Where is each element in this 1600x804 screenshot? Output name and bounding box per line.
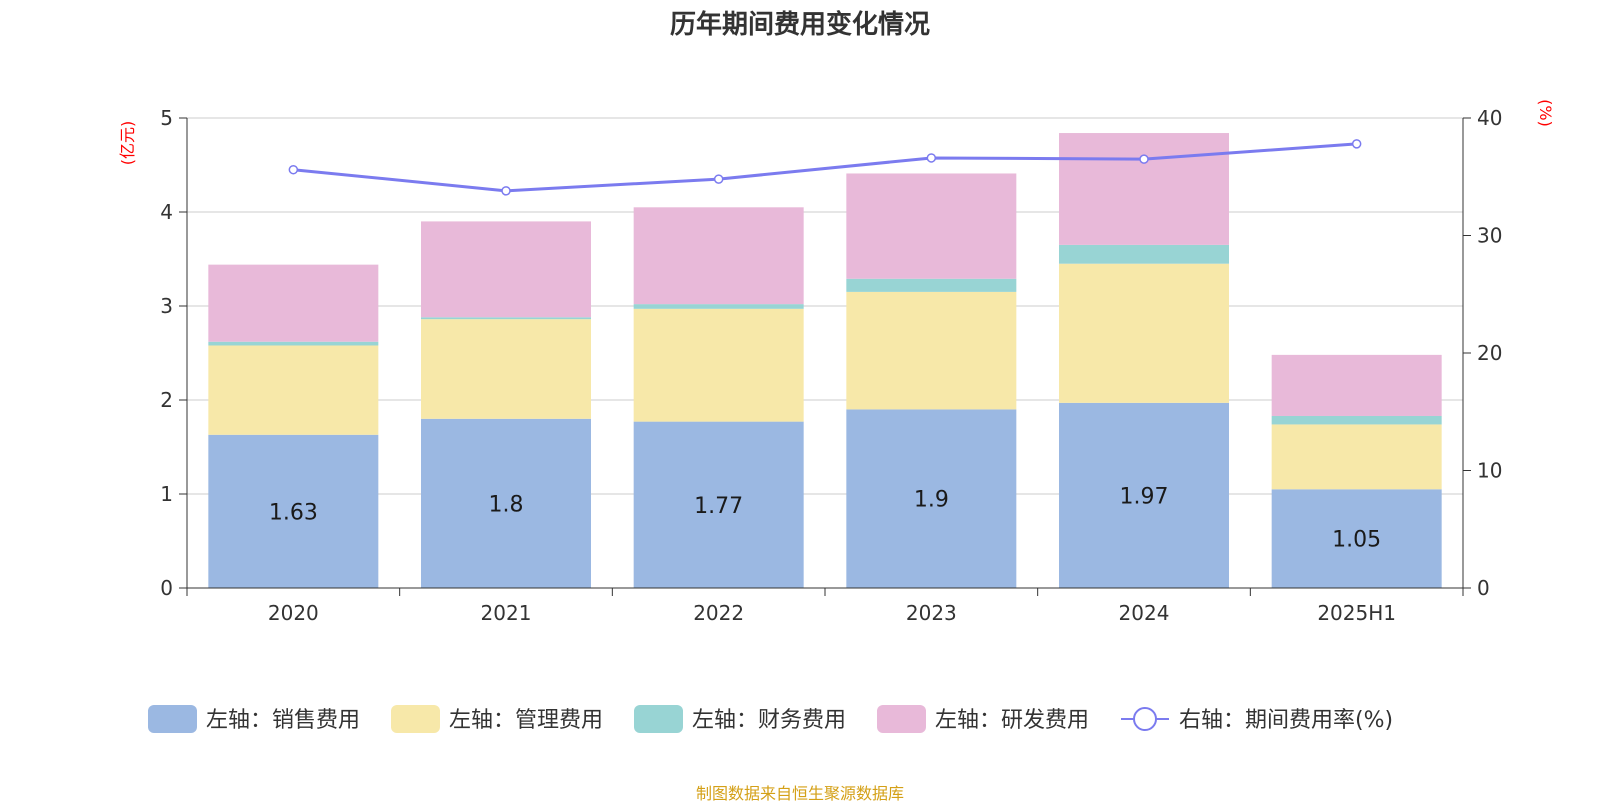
legend-label-rd: 左轴：研发费用 <box>935 708 1089 733</box>
bar-finance <box>208 341 379 346</box>
bar-rd <box>1059 133 1229 245</box>
left-tick-label: 4 <box>160 200 173 224</box>
bar-rd <box>1271 354 1442 416</box>
legend-label-rate: 右轴：期间费用率(%) <box>1179 708 1393 733</box>
right-tick-label: 30 <box>1477 224 1502 248</box>
data-label-sales: 1.97 <box>1120 484 1169 509</box>
legend-swatch-admin <box>391 705 440 733</box>
data-labels: 1.63 1.8 1.77 1.9 1.97 1.05 <box>269 484 1381 552</box>
source-note: 制图数据来自恒生聚源数据库 <box>695 784 904 803</box>
rate-point <box>926 153 937 163</box>
left-tick-label: 0 <box>160 576 173 600</box>
x-tick-label: 2024 <box>1119 601 1170 625</box>
bar-finance <box>846 278 1017 292</box>
bar-admin <box>633 308 804 422</box>
rate-line-path <box>293 142 1357 193</box>
stacked-bars <box>208 133 1442 588</box>
legend-swatch-finance <box>634 705 683 733</box>
bar-sales <box>1059 402 1229 588</box>
rate-point <box>1351 139 1362 149</box>
rate-line <box>288 139 1362 196</box>
x-tick-label: 2022 <box>693 601 744 625</box>
bar-sales <box>633 421 804 588</box>
x-tick-label: 2020 <box>268 601 319 625</box>
bar-sales <box>208 434 379 588</box>
chart-title: 历年期间费用变化情况 <box>669 10 930 40</box>
right-tick-label: 10 <box>1477 459 1502 483</box>
legend-swatch-marker <box>1133 707 1157 731</box>
legend-swatch-sales <box>148 705 197 733</box>
axes: 0 1 2 3 4 5 0 10 20 30 40 (亿元) (%) 2020 2021 2022 2023 20… <box>118 99 1555 625</box>
bar-sales <box>846 409 1017 588</box>
bar-admin <box>421 319 591 419</box>
right-axis-unit: (%) <box>1536 99 1555 127</box>
rate-point <box>501 186 511 196</box>
data-label-sales: 1.77 <box>694 494 743 519</box>
left-tick-label: 5 <box>160 106 173 130</box>
left-tick-label: 1 <box>160 482 173 506</box>
left-axis-unit: (亿元) <box>118 121 137 166</box>
bar-admin <box>1271 424 1442 490</box>
right-tick-label: 20 <box>1477 341 1502 365</box>
bar-admin <box>1059 263 1229 403</box>
right-tick-label: 0 <box>1477 576 1490 600</box>
rate-point <box>1139 154 1149 164</box>
left-tick-label: 3 <box>160 294 173 318</box>
rate-point <box>713 174 724 184</box>
x-tick-label: 2025H1 <box>1317 601 1396 625</box>
data-label-sales: 1.63 <box>269 500 318 525</box>
bar-admin <box>208 345 379 435</box>
grid-lines <box>187 117 1463 495</box>
right-tick-label: 40 <box>1477 106 1502 130</box>
bar-rd <box>633 207 804 305</box>
rate-point <box>288 164 299 175</box>
x-tick-label: 2021 <box>481 601 532 625</box>
bar-rd <box>421 221 591 318</box>
x-tick-label: 2023 <box>906 601 957 625</box>
legend-label-finance: 左轴：财务费用 <box>692 708 846 733</box>
left-tick-label: 2 <box>160 388 173 412</box>
bar-finance <box>1059 244 1229 264</box>
bar-sales <box>1271 489 1442 588</box>
bar-finance <box>633 304 804 309</box>
legend-swatch-rd <box>877 705 926 733</box>
bar-sales <box>421 418 591 588</box>
data-label-sales: 1.05 <box>1332 528 1381 553</box>
bar-admin <box>846 291 1017 410</box>
legend: 左轴：销售费用 左轴：管理费用 左轴：财务费用 左轴：研发费用 右轴：期间费用率(%) <box>148 705 1393 733</box>
bar-finance <box>421 317 591 320</box>
bar-finance <box>1271 415 1442 425</box>
data-label-sales: 1.8 <box>489 492 524 517</box>
legend-label-sales: 左轴：销售费用 <box>206 708 360 733</box>
bar-rd <box>208 264 379 342</box>
legend-label-admin: 左轴：管理费用 <box>449 708 603 733</box>
data-label-sales: 1.9 <box>914 488 949 513</box>
bar-rd <box>846 173 1017 279</box>
